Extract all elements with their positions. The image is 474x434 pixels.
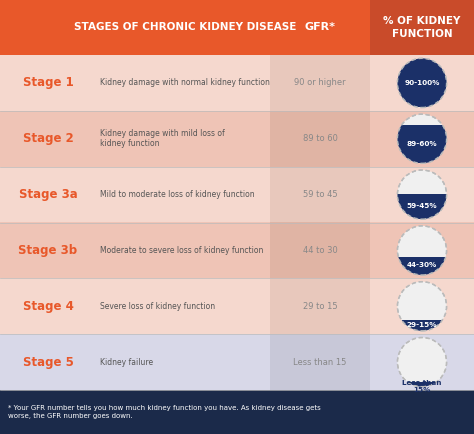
FancyBboxPatch shape [370,55,474,111]
FancyBboxPatch shape [370,334,474,390]
FancyBboxPatch shape [0,223,270,278]
Circle shape [397,114,447,163]
Circle shape [397,338,447,387]
Text: STAGES OF CHRONIC KIDNEY DISEASE: STAGES OF CHRONIC KIDNEY DISEASE [74,23,296,33]
Text: Severe loss of kidney function: Severe loss of kidney function [100,302,215,311]
FancyBboxPatch shape [0,0,370,55]
Circle shape [397,226,447,275]
FancyBboxPatch shape [0,390,474,434]
Circle shape [397,114,447,163]
Text: Kidney failure: Kidney failure [100,358,153,367]
FancyBboxPatch shape [370,0,474,55]
Text: Stage 3b: Stage 3b [18,244,78,257]
Text: 59 to 45: 59 to 45 [303,190,337,199]
Circle shape [397,282,447,331]
Text: Stage 3a: Stage 3a [18,188,77,201]
FancyBboxPatch shape [0,278,270,334]
Text: Less than 15: Less than 15 [293,358,346,367]
Circle shape [397,338,447,387]
FancyBboxPatch shape [270,334,370,390]
Text: 89 to 60: 89 to 60 [302,134,337,143]
Circle shape [397,58,447,108]
Circle shape [397,226,447,275]
FancyBboxPatch shape [370,167,474,223]
FancyBboxPatch shape [370,278,474,334]
Text: 29-15%: 29-15% [407,322,437,328]
FancyBboxPatch shape [270,111,370,167]
Circle shape [397,170,447,219]
FancyBboxPatch shape [270,167,370,223]
FancyBboxPatch shape [0,111,270,167]
Text: 44-30%: 44-30% [407,262,437,268]
Text: 29 to 15: 29 to 15 [303,302,337,311]
FancyBboxPatch shape [270,278,370,334]
FancyBboxPatch shape [270,55,370,111]
Text: 90-100%: 90-100% [404,80,440,86]
Text: Stage 5: Stage 5 [23,355,73,368]
Text: Kidney damage with normal kidney function: Kidney damage with normal kidney functio… [100,79,270,87]
Text: 90 or higher: 90 or higher [294,79,346,87]
Text: * Your GFR number tells you how much kidney function you have. As kidney disease: * Your GFR number tells you how much kid… [8,405,321,419]
Text: Less than
15%: Less than 15% [402,380,442,393]
FancyBboxPatch shape [0,167,270,223]
Circle shape [397,170,447,219]
Text: % OF KIDNEY
FUNCTION: % OF KIDNEY FUNCTION [383,16,461,39]
Text: 59-45%: 59-45% [407,204,438,209]
Text: 89-60%: 89-60% [407,141,438,147]
FancyBboxPatch shape [370,111,474,167]
Text: 44 to 30: 44 to 30 [302,246,337,255]
Text: Stage 2: Stage 2 [23,132,73,145]
FancyBboxPatch shape [270,223,370,278]
FancyBboxPatch shape [0,55,270,111]
FancyBboxPatch shape [370,223,474,278]
Text: Stage 1: Stage 1 [23,76,73,89]
Text: Stage 4: Stage 4 [23,300,73,313]
Text: Mild to moderate loss of kidney function: Mild to moderate loss of kidney function [100,190,255,199]
Circle shape [397,282,447,331]
Text: Kidney damage with mild loss of: Kidney damage with mild loss of [100,129,225,138]
Text: kidney function: kidney function [100,139,159,148]
Text: GFR*: GFR* [304,23,336,33]
Circle shape [397,58,447,108]
Text: Moderate to severe loss of kidney function: Moderate to severe loss of kidney functi… [100,246,264,255]
FancyBboxPatch shape [0,334,270,390]
